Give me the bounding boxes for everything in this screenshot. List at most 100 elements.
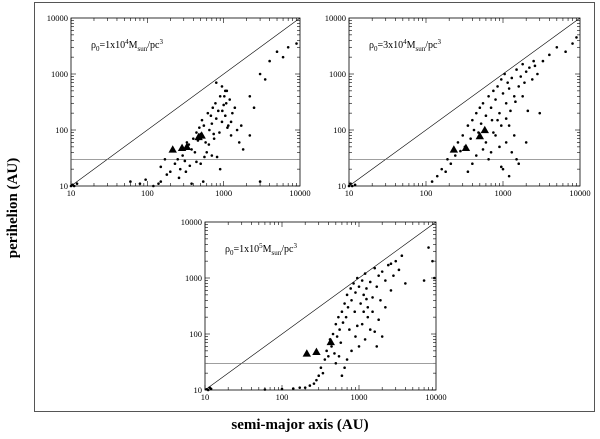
data-point [303, 386, 307, 389]
data-point [185, 141, 189, 144]
data-point [190, 182, 193, 185]
data-point [510, 150, 514, 154]
data-point [530, 78, 534, 81]
data-point [229, 120, 233, 124]
data-point [474, 111, 478, 115]
x-tick-label: 10 [67, 188, 76, 198]
plot-frame [204, 221, 437, 391]
data-point [526, 109, 530, 113]
data-point [355, 276, 359, 280]
data-point [163, 157, 167, 161]
data-point [349, 182, 352, 185]
data-point [308, 384, 312, 387]
data-point [193, 150, 197, 154]
data-point [333, 352, 336, 355]
data-point [469, 137, 472, 140]
data-point [229, 134, 233, 137]
data-point [506, 81, 509, 84]
data-point [350, 349, 353, 353]
data-point [200, 118, 204, 122]
data-point [404, 282, 407, 285]
data-point [317, 374, 321, 378]
data-point [331, 332, 335, 336]
data-point [337, 315, 340, 319]
data-point [208, 386, 211, 389]
data-point [472, 128, 476, 132]
data-point [241, 148, 245, 151]
data-point [210, 122, 214, 125]
data-point [191, 137, 195, 140]
data-point [214, 117, 218, 120]
y-tick-label: 100 [55, 125, 68, 135]
data-point [71, 183, 74, 187]
data-point [218, 94, 222, 98]
data-point [263, 78, 267, 81]
data-point [571, 42, 574, 45]
data-point [446, 157, 449, 161]
data-point [389, 289, 393, 292]
data-point [466, 124, 470, 127]
data-point [183, 159, 187, 163]
x-tick-label: 10000 [289, 188, 310, 198]
data-point [512, 134, 516, 137]
data-point [226, 124, 230, 127]
data-point [371, 310, 374, 314]
data-point [536, 72, 539, 76]
data-point [375, 285, 379, 288]
data-point [345, 293, 349, 297]
data-point [521, 94, 524, 98]
data-point [489, 106, 493, 110]
data-point [212, 132, 215, 136]
data-point [363, 272, 367, 275]
data-point [499, 124, 503, 127]
data-point [226, 126, 229, 129]
data-point [489, 150, 493, 154]
data-point [268, 59, 271, 63]
data-point [321, 371, 325, 375]
diagonal-line [348, 17, 581, 187]
data-point [159, 165, 163, 169]
density-annotation: ρ0=3x104Msun/pc3 [369, 38, 442, 53]
data-point [214, 101, 217, 105]
data-point [218, 167, 222, 171]
data-point [210, 154, 214, 157]
data-point [138, 182, 142, 185]
data-point [228, 98, 232, 101]
x-tick-label: 100 [141, 188, 154, 198]
data-point [487, 157, 490, 161]
data-point [152, 184, 155, 188]
data-point [231, 111, 234, 115]
data-point [375, 345, 379, 348]
panel-bottom: 10 100 1000 10000 10 100 1000 10000 ρ0=1x105Msun… [181, 217, 447, 402]
data-point [334, 322, 338, 326]
data-point [379, 298, 382, 302]
data-point [444, 170, 447, 174]
data-point [357, 345, 361, 348]
data-point [173, 162, 177, 166]
data-point [427, 246, 430, 249]
density-annotation: ρ0=1x104Msun/pc3 [91, 38, 164, 53]
data-point [541, 59, 545, 63]
x-tick-label: 10000 [569, 188, 590, 198]
data-point [524, 141, 528, 144]
data-point [353, 310, 357, 314]
data-point [456, 141, 460, 144]
x-tick-label: 10000 [425, 392, 446, 402]
triangle-marker [197, 131, 206, 139]
data-point [211, 106, 215, 110]
data-point [453, 154, 457, 157]
data-point [215, 155, 219, 159]
data-point [233, 106, 237, 110]
data-point [481, 101, 485, 105]
data-point [380, 335, 384, 338]
data-point [75, 182, 79, 185]
data-point [394, 259, 398, 263]
data-point [348, 328, 351, 331]
x-tick-label: 1000 [495, 188, 512, 198]
data-point [325, 349, 328, 353]
data-point [496, 85, 499, 88]
plot-frame [348, 17, 581, 187]
data-point [355, 324, 359, 328]
data-point [201, 180, 205, 183]
data-point [490, 118, 494, 122]
